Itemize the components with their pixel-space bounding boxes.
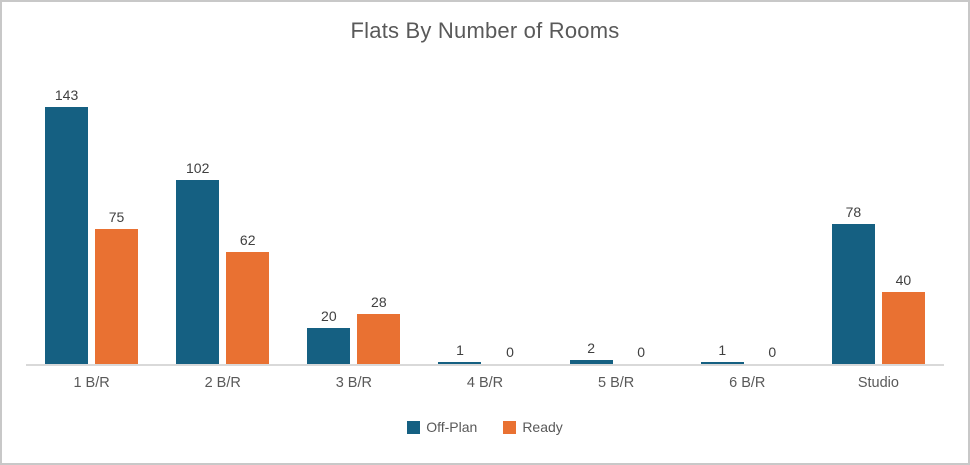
category-label-1-b-r: 1 B/R <box>73 375 110 391</box>
plot-area: 143 75 102 62 20 28 1 0 2 0 1 0 78 40 <box>26 74 944 366</box>
category-label-5-b-r: 5 B/R <box>598 375 635 391</box>
bar-off-plan-studio: 78 <box>831 204 875 364</box>
value-label: 0 <box>506 344 514 360</box>
bar-off-plan-1-b-r: 143 <box>45 87 89 364</box>
bar-off-plan-3-b-r: 20 <box>307 308 351 364</box>
bar-ready-studio: 40 <box>881 272 925 364</box>
legend-item-off-plan: Off-Plan <box>407 419 477 435</box>
value-label: 20 <box>321 308 337 324</box>
value-label: 143 <box>54 87 79 103</box>
value-label: 0 <box>768 344 777 360</box>
bar-group-studio: 78 40 <box>813 74 944 364</box>
bar-ready-1-b-r: 75 <box>95 209 139 364</box>
category-label-6-b-r: 6 B/R <box>729 375 766 391</box>
legend-swatch-ready <box>503 420 517 434</box>
bar-ready-2-b-r: 62 <box>226 232 270 364</box>
category-label-4-b-r: 4 B/R <box>466 375 504 391</box>
category-label-3-b-r: 3 B/R <box>335 375 372 391</box>
category-label-studio: Studio <box>857 375 899 391</box>
category-label-2-b-r: 2 B/R <box>204 375 241 391</box>
value-label: 1 <box>718 342 727 358</box>
legend: Off-Plan Ready <box>2 419 968 435</box>
value-label: 78 <box>845 204 862 220</box>
legend-item-ready: Ready <box>503 419 563 435</box>
bar-off-plan-6-b-r: 1 <box>700 342 744 364</box>
bar-off-plan-4-b-r: 1 <box>438 342 482 364</box>
value-label: 0 <box>637 344 646 360</box>
value-label: 2 <box>587 340 596 356</box>
value-label: 62 <box>239 232 256 248</box>
value-label: 40 <box>895 272 912 288</box>
value-label: 102 <box>186 160 210 176</box>
value-label: 1 <box>456 342 464 358</box>
legend-label-off-plan: Off-Plan <box>426 419 478 435</box>
value-label: 28 <box>371 294 387 310</box>
legend-label-ready: Ready <box>522 419 563 435</box>
bar-ready-3-b-r: 28 <box>357 294 401 364</box>
x-axis: 1 B/R 2 B/R 3 B/R 4 B/R 5 B/R 6 B/R Studio <box>26 366 944 391</box>
legend-swatch-off-plan <box>407 420 421 434</box>
bar-group-3-b-r: 20 28 <box>288 74 419 364</box>
chart-title: Flats By Number of Rooms <box>350 18 620 43</box>
bar-group-2-b-r: 102 62 <box>157 74 288 364</box>
bar-group-1-b-r: 143 75 <box>26 74 157 364</box>
bar-off-plan-2-b-r: 102 <box>176 160 220 364</box>
value-label: 75 <box>108 209 125 225</box>
bar-off-plan-5-b-r: 2 <box>569 340 613 364</box>
